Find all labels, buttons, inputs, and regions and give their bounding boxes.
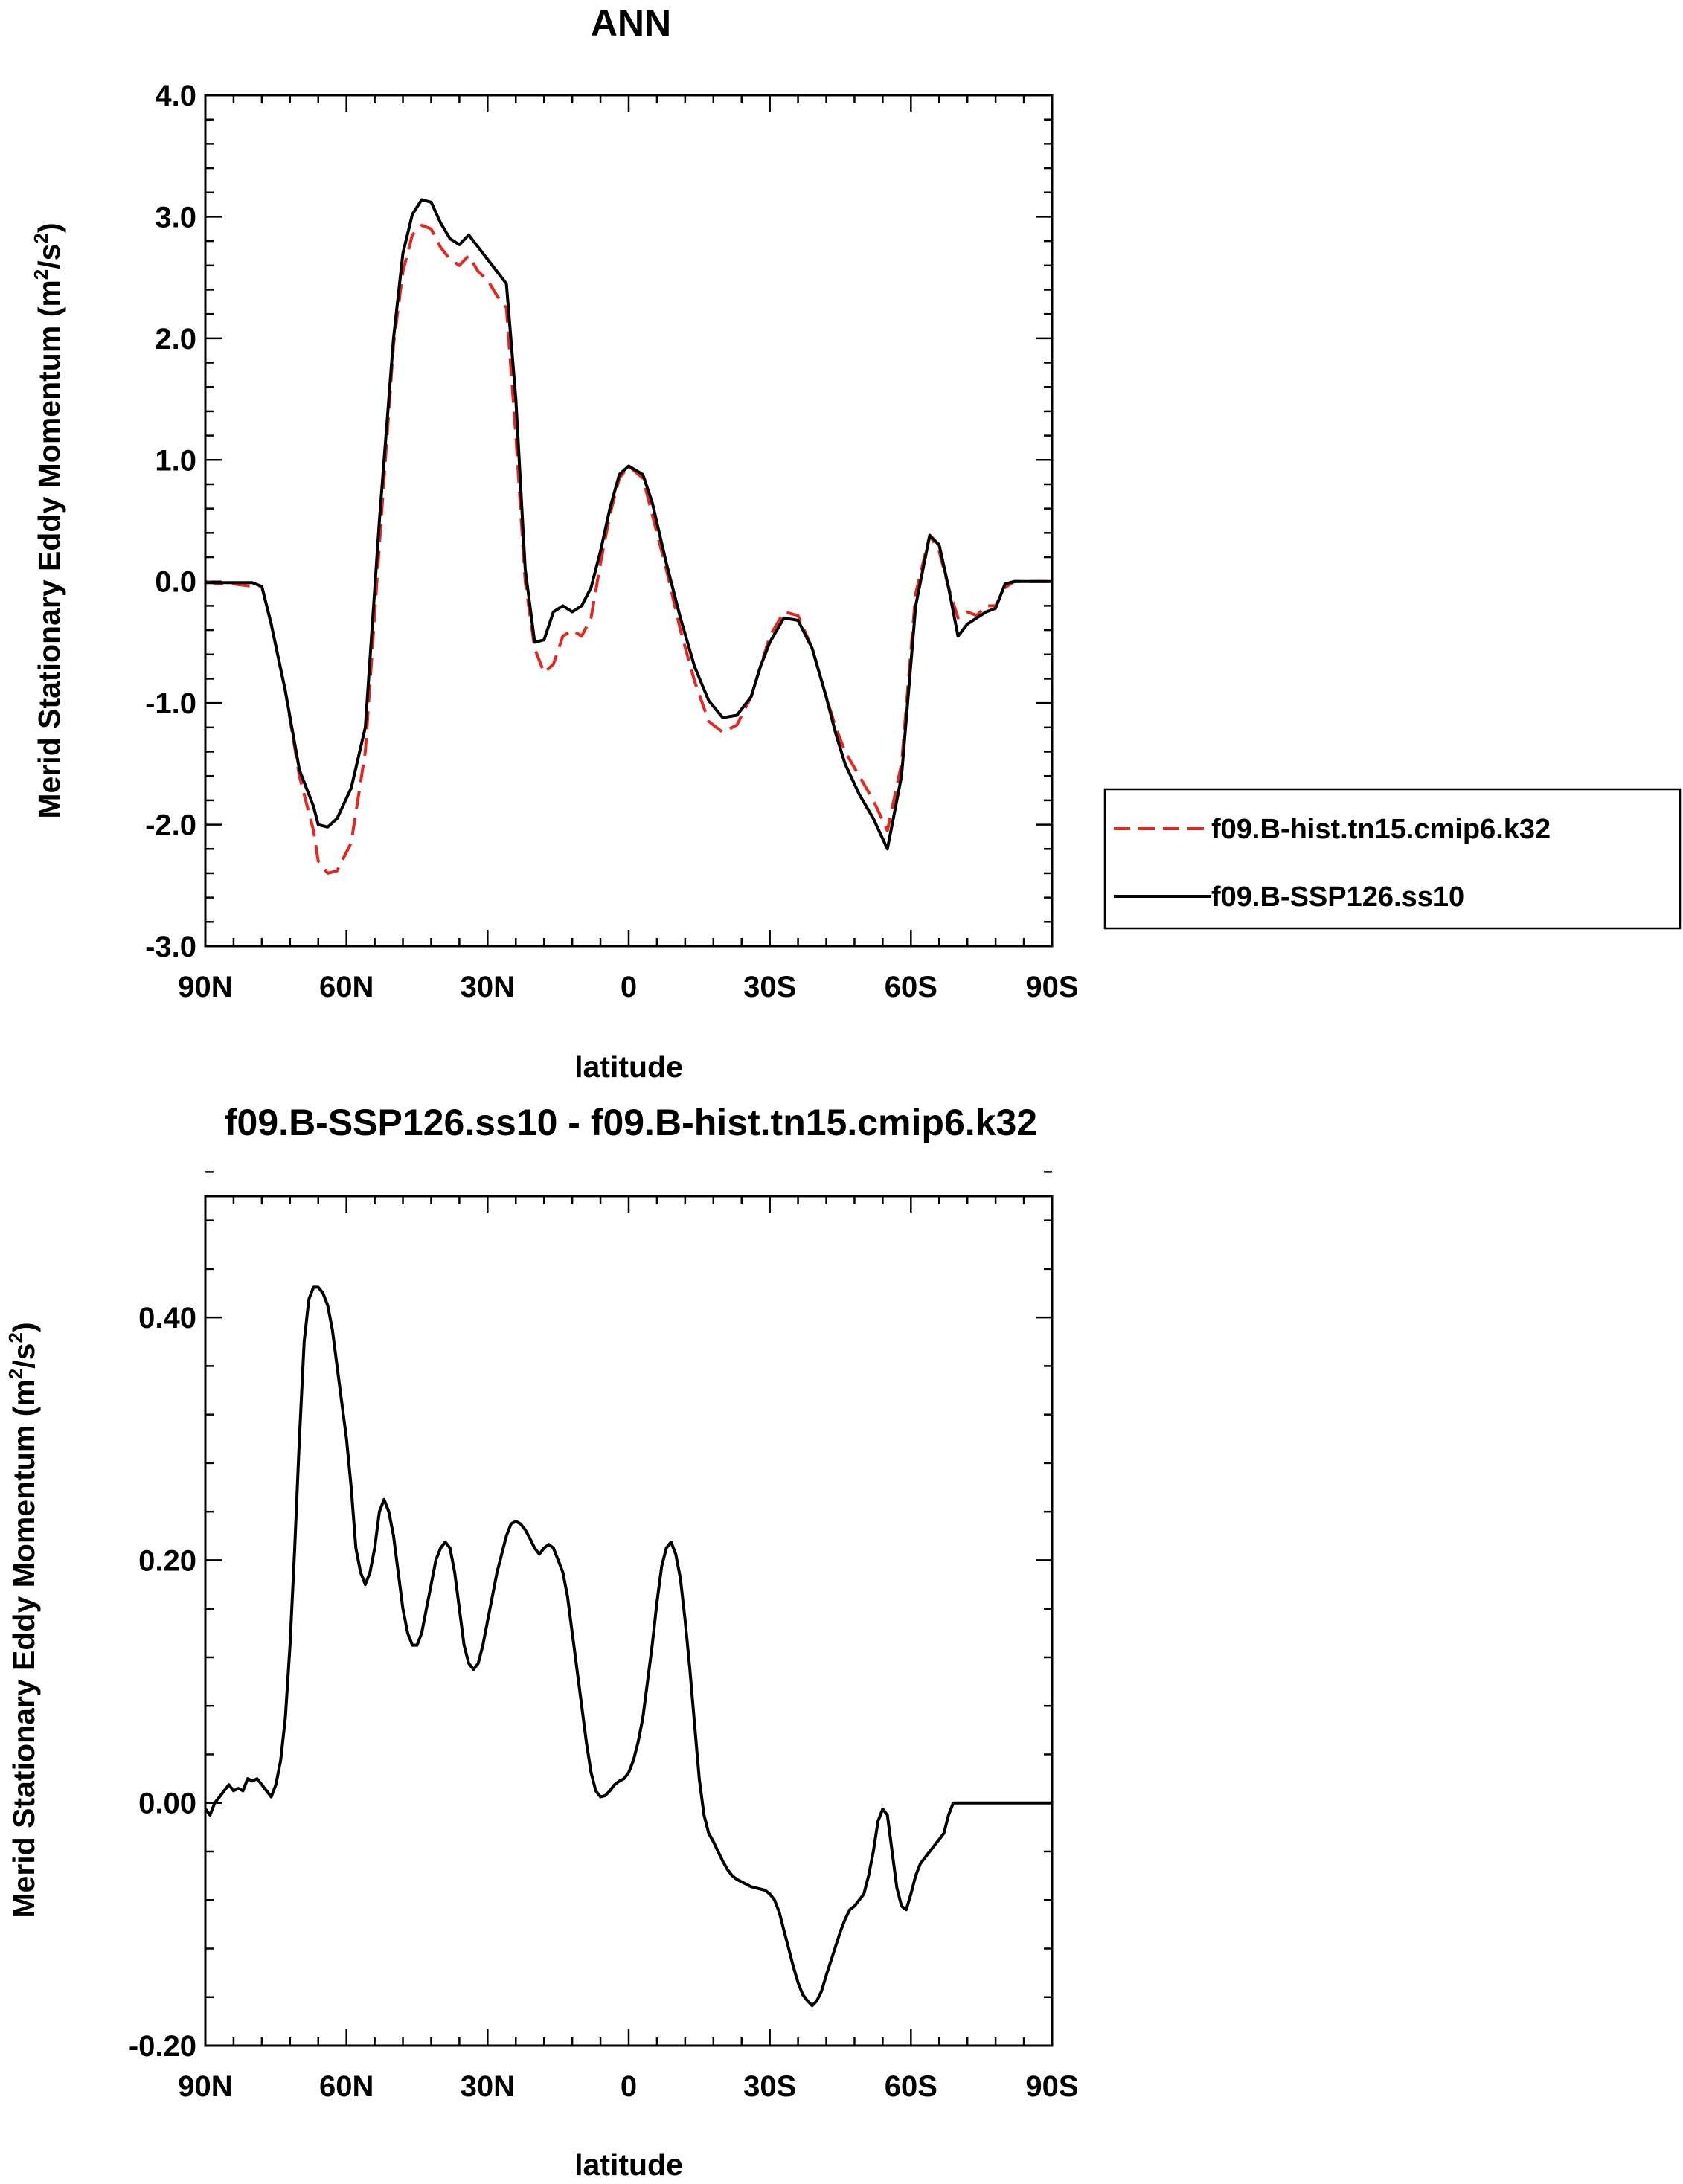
- x-tick-labels: 90N 60N 30N 0 30S 60S 90S: [178, 2070, 1078, 2103]
- x-axis-label: latitude: [574, 2148, 683, 2182]
- y-tick-label: 0.0: [155, 566, 196, 599]
- y-tick-labels: -3.0 -2.0 -1.0 0.0 1.0 2.0 3.0 4.0: [145, 80, 196, 963]
- x-axis-label: latitude: [574, 1050, 683, 1084]
- plot-frame: [204, 94, 1054, 948]
- y-tick-label: -2.0: [145, 809, 196, 842]
- y-tick-label: 1.0: [155, 444, 196, 477]
- x-tick-label: 60N: [319, 971, 374, 1003]
- series-lines: [204, 1285, 1052, 2008]
- y-tick-label: 0.20: [138, 1544, 196, 1577]
- chart-title: ANN: [591, 2, 671, 44]
- x-tick-label: 0: [621, 971, 637, 1003]
- x-tick-label: 90S: [1025, 971, 1078, 1003]
- x-tick-label: 30S: [743, 971, 796, 1003]
- series-line: [204, 1285, 1052, 2008]
- y-tick-label: -3.0: [145, 931, 196, 963]
- y-tick-labels: -0.20 0.00 0.20 0.40: [129, 1302, 196, 2063]
- legend-box: [1103, 788, 1682, 930]
- y-tick-label: -0.20: [129, 2030, 196, 2063]
- x-tick-label: 60N: [319, 2070, 374, 2103]
- y-tick-label: 3.0: [155, 201, 196, 234]
- y-tick-label: 2.0: [155, 323, 196, 356]
- series-line: [205, 198, 1052, 851]
- y-axis-label: Merid Stationary Eddy Momentum (m2/s2): [30, 222, 66, 818]
- panel-ann: ANN -3.0 -2.0 -1.0 0.0 1.0 2.0 3.0 4.0 90N 60N 30…: [30, 2, 1682, 1084]
- x-tick-label: 0: [621, 2070, 637, 2103]
- x-tick-label: 30N: [461, 2070, 515, 2103]
- legend-label-ssp: f09.B-SSP126.ss10: [1211, 881, 1464, 913]
- x-tick-label: 30S: [743, 2070, 796, 2103]
- legend: f09.B-hist.tn15.cmip6.k32 f09.B-SSP126.s…: [1103, 788, 1682, 930]
- x-tick-label: 60S: [885, 971, 937, 1003]
- panel-difference: f09.B-SSP126.ss10 - f09.B-hist.tn15.cmip…: [4, 1102, 1079, 2182]
- x-tick-label: 90N: [178, 971, 232, 1003]
- y-tick-label: -1.0: [145, 687, 196, 720]
- x-tick-labels: 90N 60N 30N 0 30S 60S 90S: [178, 971, 1078, 1003]
- series-lines: [205, 198, 1052, 875]
- y-axis-label: Merid Stationary Eddy Momentum (m2/s2): [4, 1322, 41, 1918]
- tick-marks: [204, 94, 1054, 948]
- plot-frame: [204, 1195, 1054, 2047]
- y-tick-label: 0.40: [138, 1302, 196, 1335]
- y-tick-label: 0.00: [138, 1788, 196, 1820]
- chart-title: f09.B-SSP126.ss10 - f09.B-hist.tn15.cmip…: [225, 1102, 1037, 1143]
- y-tick-label: 4.0: [155, 80, 196, 112]
- x-tick-label: 30N: [461, 971, 515, 1003]
- x-tick-label: 90S: [1025, 2070, 1078, 2103]
- legend-label-hist: f09.B-hist.tn15.cmip6.k32: [1211, 814, 1551, 845]
- x-tick-label: 90N: [178, 2070, 232, 2103]
- series-line: [205, 223, 1052, 875]
- tick-marks: [204, 1171, 1054, 2047]
- x-tick-label: 60S: [885, 2070, 937, 2103]
